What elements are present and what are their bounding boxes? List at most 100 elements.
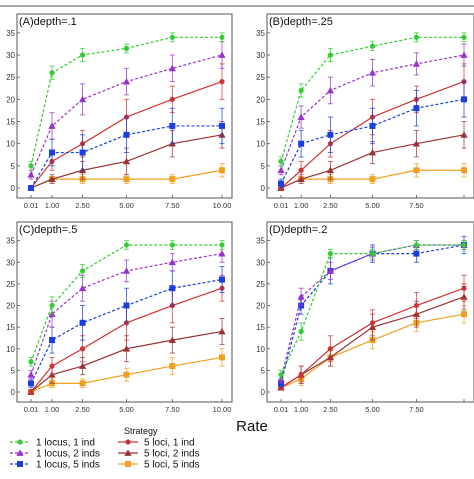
data-point	[169, 363, 176, 370]
data-point	[78, 284, 87, 292]
x-tick-label: 7.50	[409, 201, 424, 210]
series-line	[280, 54, 465, 171]
legend-entry: 1 locus, 5 inds	[10, 460, 100, 471]
data-point	[27, 371, 35, 378]
data-point	[219, 122, 225, 129]
series-line	[30, 125, 222, 189]
data-point	[412, 140, 421, 147]
series-line	[280, 313, 465, 389]
y-tick-label: 30	[256, 258, 265, 267]
data-point	[298, 87, 304, 94]
data-point	[168, 258, 176, 266]
y-tick-label: 0	[11, 184, 16, 193]
data-point	[461, 311, 467, 318]
data-point	[79, 380, 86, 387]
series-line	[280, 244, 464, 375]
x-tick-label: 7.50	[165, 405, 180, 414]
data-point	[169, 122, 176, 129]
data-point	[297, 293, 305, 300]
data-point	[48, 175, 56, 183]
data-point	[327, 346, 334, 352]
series-line	[30, 356, 223, 393]
data-point	[413, 105, 420, 112]
x-tick-label: 5.00	[119, 201, 134, 210]
y-tick-label: 20	[256, 302, 265, 311]
data-point	[461, 242, 467, 248]
y-tick-label: 30	[256, 51, 265, 60]
y-tick-label: 35	[256, 29, 265, 38]
y-tick-label: 10	[6, 345, 15, 354]
series-line	[30, 287, 223, 393]
data-point	[78, 362, 87, 369]
y-tick-label: 0	[11, 388, 16, 397]
series-line	[30, 81, 223, 189]
x-tick-label: 5.00	[365, 201, 380, 210]
data-point	[461, 96, 467, 103]
data-point	[122, 78, 131, 85]
series-line	[30, 330, 223, 393]
data-point	[219, 34, 225, 40]
data-point	[28, 380, 34, 387]
y-tick-label: 5	[261, 366, 266, 375]
data-point	[218, 250, 226, 257]
legend-swatch-marker	[124, 449, 132, 456]
series-2	[27, 41, 226, 180]
legend-entry: 5 loci, 2 inds	[118, 449, 200, 460]
data-point	[169, 96, 175, 102]
data-point	[123, 176, 130, 183]
x-tick-label: 10.00	[213, 201, 232, 210]
data-point	[369, 320, 376, 326]
data-point	[49, 149, 56, 156]
data-point	[298, 140, 305, 147]
data-point	[326, 166, 335, 174]
data-point	[369, 251, 376, 257]
x-tick-label: 0.01	[274, 201, 289, 210]
data-point	[79, 346, 86, 352]
series-line	[30, 253, 223, 375]
data-point	[79, 149, 86, 156]
legend-entry: 5 loci, 1 ind	[118, 438, 195, 449]
x-tick-label: 10.00	[213, 405, 232, 414]
y-tick-label: 5	[261, 162, 266, 171]
data-point	[219, 242, 225, 248]
x-tick-label: 1.00	[45, 201, 60, 210]
series-line	[280, 36, 464, 162]
series-line	[30, 36, 222, 166]
legend-swatch-marker	[17, 439, 23, 445]
x-tick-label: 2.50	[323, 405, 338, 414]
legend-swatch-marker	[125, 439, 131, 445]
x-tick-label: 0.01	[24, 405, 39, 414]
legend-swatch-marker	[125, 461, 131, 467]
panel-title: (C)depth=.5	[19, 224, 77, 236]
series-line	[280, 134, 465, 189]
y-tick-label: 15	[6, 323, 15, 332]
panel-2: 0 5 10 15 20 25 30 35 0.01 1.00 2.50 5.00 7.50 (B)dep…	[256, 13, 474, 210]
legend-entry: 1 locus, 2 inds	[10, 449, 100, 460]
y-tick-label: 0	[261, 388, 266, 397]
data-point	[298, 167, 304, 173]
x-tick-label: 1.00	[294, 405, 309, 414]
series-line	[30, 54, 223, 175]
y-tick-label: 30	[6, 51, 15, 60]
legend-swatch-marker	[17, 461, 23, 467]
data-point	[298, 372, 304, 378]
series-1	[28, 240, 225, 367]
data-point	[327, 251, 334, 257]
panel-4: 0 5 10 15 20 25 30 35 0.01 1.00 2.50 5.00 7.50 (D)dep…	[256, 221, 474, 414]
data-point	[123, 302, 130, 309]
series-1	[278, 240, 467, 380]
y-tick-label: 25	[6, 73, 15, 82]
data-point	[123, 131, 130, 138]
data-point	[413, 242, 420, 248]
series-line	[280, 287, 465, 389]
data-point	[326, 86, 335, 94]
data-point	[28, 163, 34, 169]
x-tick-label: 7.50	[409, 405, 424, 414]
data-point	[277, 166, 285, 174]
data-point	[460, 131, 468, 138]
data-point	[122, 157, 131, 165]
x-tick-label: 1.00	[45, 405, 60, 414]
data-point	[79, 319, 86, 326]
